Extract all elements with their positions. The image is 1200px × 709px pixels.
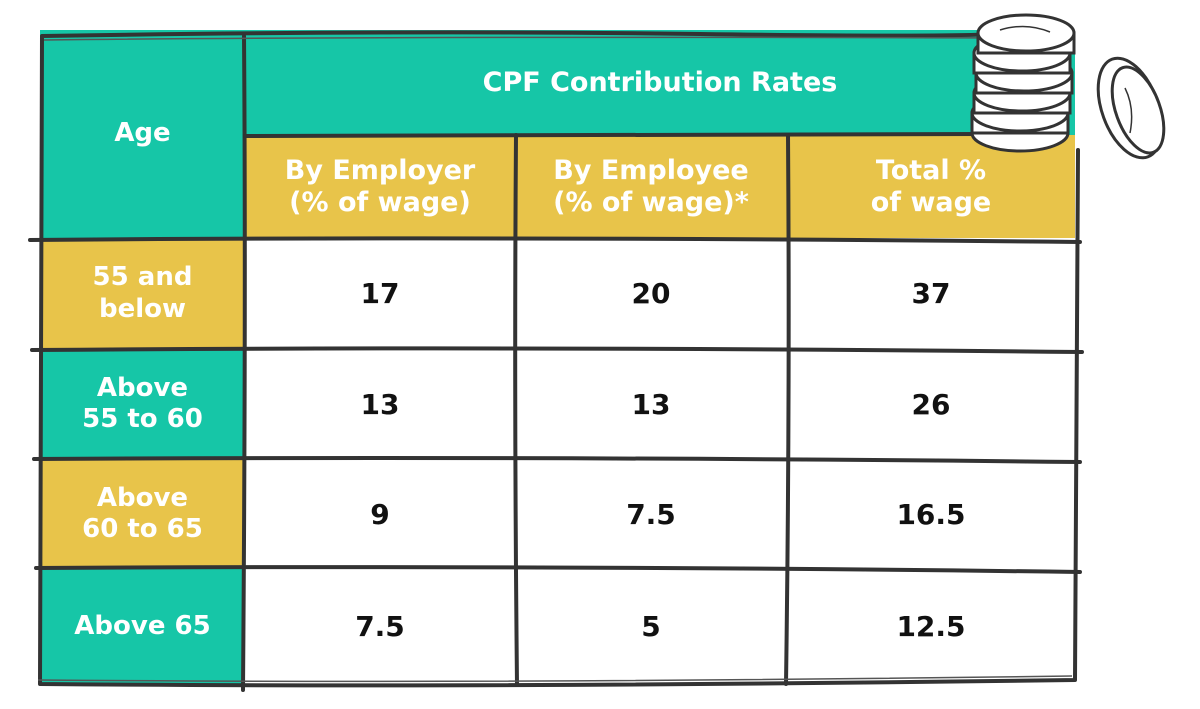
employer-value-row-2: 13 (360, 387, 400, 421)
employee-value-row-1: 20 (631, 277, 671, 310)
coin-stack-icon (970, 13, 1166, 160)
age-header: Age (40, 30, 245, 238)
employer-cell-row-2: 13 (245, 349, 515, 459)
column-header-employee: By Employee (% of wage)* (515, 135, 787, 238)
employee-cell-row-4: 5 (515, 569, 787, 684)
employer-value-row-4: 7.5 (355, 610, 405, 643)
age-cell-row-4-text: Above 65 (74, 610, 211, 641)
employer-cell-row-4: 7.5 (245, 569, 515, 684)
column-header-employer-text: By Employer (% of wage) (284, 155, 476, 218)
age-header-text: Age (114, 118, 171, 149)
employee-cell-row-2: 13 (515, 349, 787, 459)
employer-value-row-1: 17 (360, 277, 400, 310)
employee-cell-row-3: 7.5 (515, 459, 787, 569)
age-cell-row-4: Above 65 (40, 569, 245, 684)
age-cell-row-2-text: Above 55 to 60 (82, 372, 203, 434)
total-value-row-2: 26 (911, 387, 951, 421)
total-cell-row-1: 37 (787, 238, 1075, 349)
column-header-employer: By Employer (% of wage) (245, 135, 515, 238)
total-value-row-1: 37 (911, 277, 951, 310)
employee-value-row-4: 5 (641, 610, 661, 643)
group-header: CPF Contribution Rates (245, 30, 1075, 135)
group-header-text: CPF Contribution Rates (482, 66, 838, 98)
age-cell-row-3-text: Above 60 to 65 (82, 482, 203, 544)
total-cell-row-2: 26 (787, 349, 1075, 459)
age-cell-row-2: Above 55 to 60 (40, 349, 245, 459)
total-cell-row-4: 12.5 (787, 569, 1075, 684)
total-cell-row-3: 16.5 (787, 459, 1075, 569)
employer-value-row-3: 9 (370, 497, 390, 531)
employee-value-row-3: 7.5 (626, 497, 676, 531)
column-header-employee-text: By Employee (% of wage)* (553, 155, 749, 218)
total-value-row-3: 16.5 (896, 497, 966, 531)
employer-cell-row-1: 17 (245, 238, 515, 349)
employee-value-row-2: 13 (631, 387, 671, 421)
age-cell-row-1-text: 55 and below (92, 262, 193, 324)
employee-cell-row-1: 20 (515, 238, 787, 349)
age-cell-row-3: Above 60 to 65 (40, 459, 245, 569)
employer-cell-row-3: 9 (245, 459, 515, 569)
total-value-row-4: 12.5 (896, 610, 966, 643)
age-cell-row-1: 55 and below (40, 238, 245, 349)
